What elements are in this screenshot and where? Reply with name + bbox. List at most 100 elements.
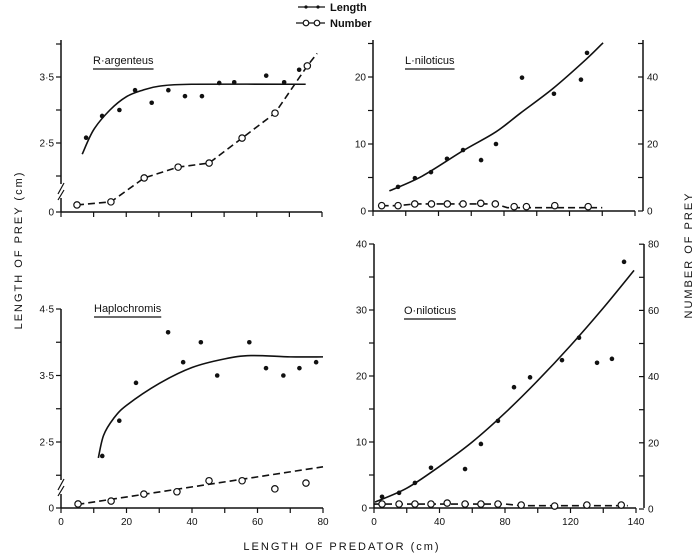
y-tick-label: 10 <box>355 140 367 151</box>
number-point <box>427 500 435 508</box>
length-point <box>527 375 533 380</box>
legend-number-marker <box>296 19 325 27</box>
y2-tick-label: 40 <box>647 73 659 84</box>
length-point <box>412 175 418 181</box>
number-point <box>174 163 182 171</box>
length-point <box>412 480 418 486</box>
x-tick-label: 0 <box>58 517 64 528</box>
length-point <box>478 441 484 447</box>
length-point <box>149 100 154 106</box>
y2-tick-label: 60 <box>648 306 660 317</box>
length-point <box>478 157 484 163</box>
length-point <box>621 259 627 265</box>
number-point <box>461 500 469 508</box>
length-point <box>116 418 122 424</box>
number-point <box>477 500 485 508</box>
number-point <box>510 202 518 211</box>
number-point <box>238 476 246 485</box>
length-point <box>165 329 171 335</box>
series-length <box>97 329 324 459</box>
legend: Length Number <box>296 2 372 30</box>
length-point <box>396 490 402 496</box>
number-trend-line <box>77 466 324 506</box>
number-point <box>584 202 592 211</box>
axis-break-mark <box>57 478 65 497</box>
y2-tick-label: 0 <box>647 207 653 218</box>
number-point <box>205 159 213 167</box>
length-point <box>133 380 139 386</box>
length-point <box>281 79 287 85</box>
x-tick-label: 40 <box>186 517 198 528</box>
number-point <box>522 202 531 211</box>
length-point <box>594 360 600 366</box>
y-axis-label: LENGTH OF PREY (cm) <box>13 171 25 330</box>
number-point <box>378 500 386 508</box>
series-number <box>73 52 318 209</box>
number-point <box>302 479 310 487</box>
number-point <box>271 109 279 117</box>
legend-length-label: Length <box>330 2 367 14</box>
axis-break-mark <box>57 182 65 201</box>
number-point <box>271 485 279 493</box>
length-point <box>493 141 499 147</box>
number-point <box>73 201 81 209</box>
y-tick-label: 10 <box>356 438 368 449</box>
legend-length-marker <box>298 5 325 9</box>
x-tick-label: 60 <box>252 517 264 528</box>
panel-3: 0 20 40 60 80 4·5 3·5 2·5 0 Haplochromis <box>40 303 329 528</box>
x-tick-label: 0 <box>371 517 377 528</box>
number-point <box>107 198 115 206</box>
panel-title: O·niloticus <box>404 305 456 317</box>
length-point <box>166 87 171 93</box>
number-point <box>303 62 312 70</box>
y2-tick-label: 20 <box>647 140 659 151</box>
panel-title: R·argenteus <box>93 55 154 67</box>
y-tick-label: 20 <box>355 73 367 84</box>
number-point <box>140 174 148 182</box>
series-length <box>81 63 310 155</box>
panel-1: 3·5 2·5 0 R·argenteus <box>40 40 323 219</box>
panel-2: 0 10 20 0 20 40 L·niloticus <box>355 40 659 218</box>
number-point <box>494 500 502 508</box>
length-point <box>313 359 319 365</box>
number-point <box>107 497 115 505</box>
number-point <box>140 490 148 498</box>
y-tick-label: 3·5 <box>40 371 55 382</box>
number-trend-line <box>76 52 318 206</box>
y-tick-label: 0 <box>48 504 54 515</box>
length-point <box>180 359 186 365</box>
length-point <box>584 50 590 56</box>
length-point <box>460 147 466 153</box>
length-point <box>559 357 565 363</box>
panel-title: L·niloticus <box>405 55 455 67</box>
y2-axis-label: NUMBER OF PREY <box>683 191 695 318</box>
series-number <box>377 199 603 211</box>
y-tick-label: 3·5 <box>40 73 55 84</box>
series-number <box>374 499 628 510</box>
length-point <box>83 135 89 141</box>
y2-tick-label: 0 <box>648 505 654 516</box>
y-tick-label: 0 <box>361 504 367 515</box>
number-point <box>427 200 436 208</box>
length-fit-curve <box>97 354 324 459</box>
legend-number-label: Number <box>330 18 372 30</box>
number-point <box>617 501 626 509</box>
x-tick-label: 140 <box>628 517 645 528</box>
x-tick-label: 80 <box>499 517 511 528</box>
y-tick-label: 0 <box>48 208 54 219</box>
number-point <box>394 201 402 210</box>
length-point <box>231 79 237 85</box>
length-fit-curve <box>81 83 306 155</box>
number-point <box>443 499 451 507</box>
y2-tick-label: 40 <box>648 372 660 383</box>
number-point <box>410 200 419 208</box>
number-point <box>583 501 591 509</box>
length-point <box>263 73 269 78</box>
number-point <box>476 199 485 208</box>
length-point <box>428 465 434 471</box>
length-point <box>551 91 557 97</box>
number-point <box>443 200 452 208</box>
x-tick-label: 80 <box>317 517 329 528</box>
x-tick-label: 120 <box>562 517 579 528</box>
